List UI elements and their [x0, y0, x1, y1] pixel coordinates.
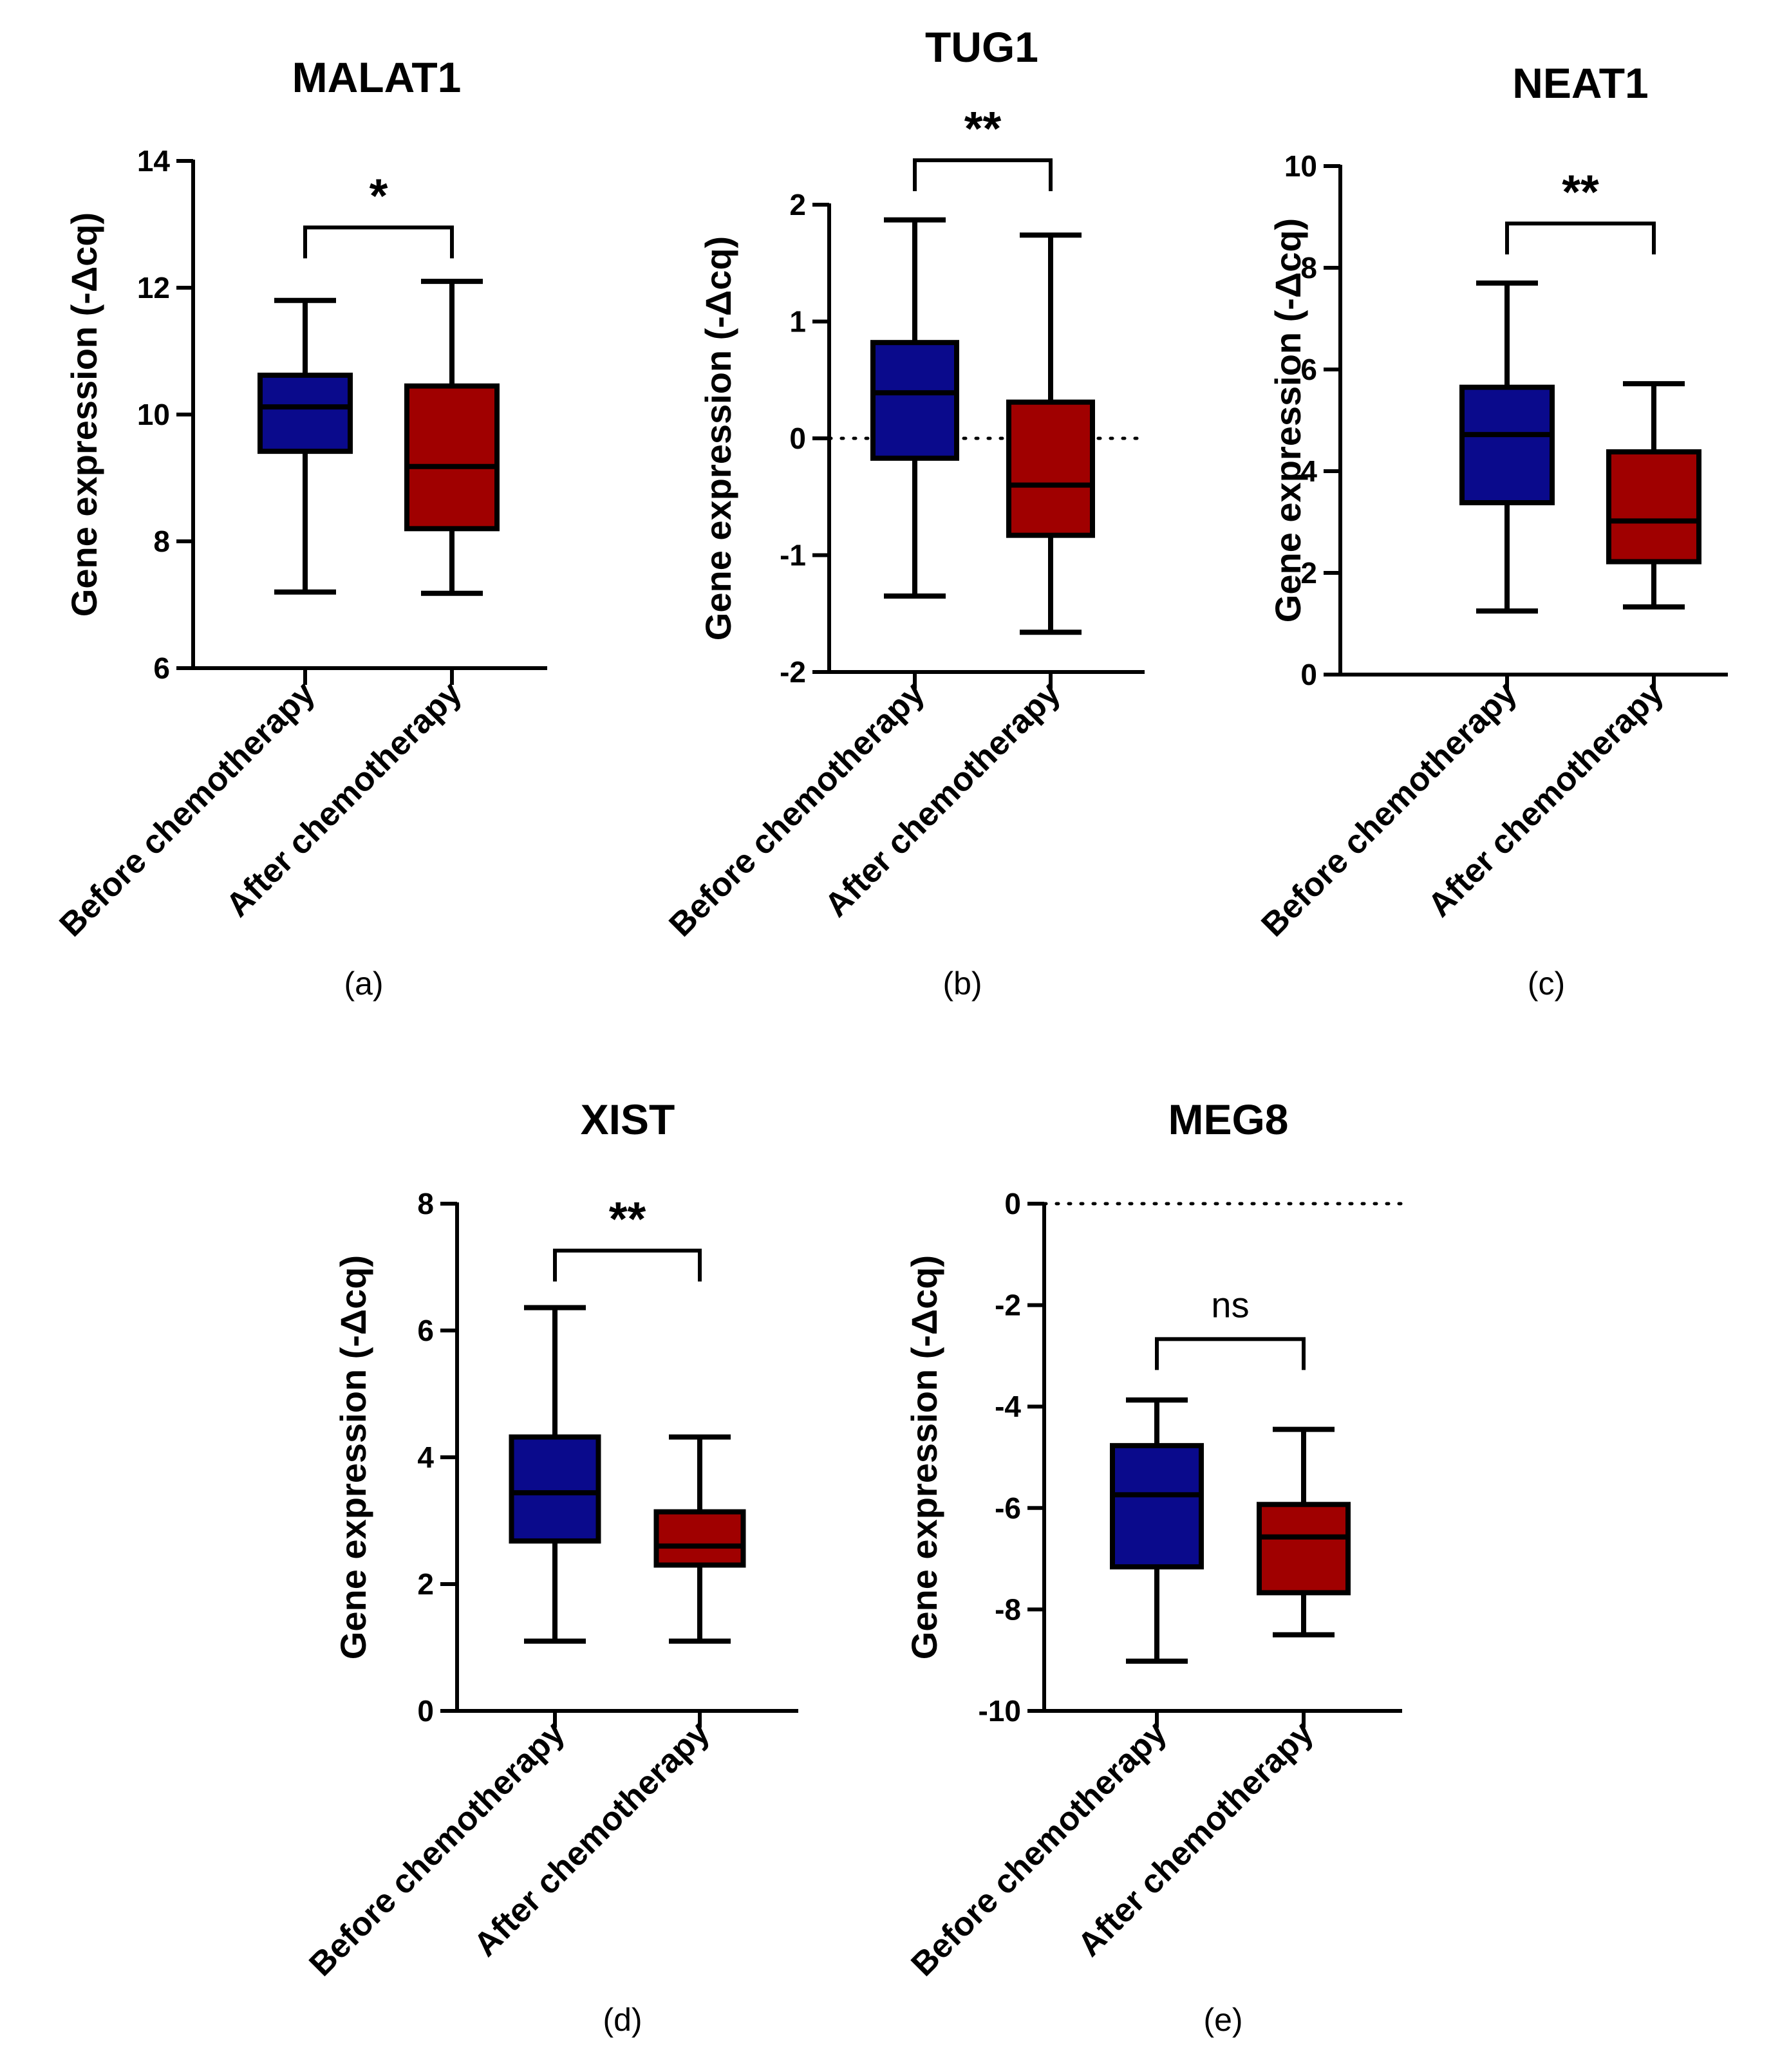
- iqr-box: [1257, 1502, 1351, 1596]
- y-tick-label: -4: [995, 1390, 1021, 1423]
- y-tick-label: 0: [789, 422, 806, 455]
- y-tick-label: 2: [1300, 556, 1317, 590]
- iqr-box: [1459, 384, 1555, 505]
- y-tick-label: 6: [153, 651, 170, 685]
- x-category-label: Before chemotherapy: [1254, 674, 1524, 944]
- y-axis-label: Gene expression (-Δcq): [698, 236, 738, 640]
- chart-panel-3: NEAT1 Gene expression (-Δcq) 0 2 4 6 8 10 Before…: [1254, 59, 1728, 1002]
- significance-bracket: [303, 225, 454, 259]
- iqr-box: [1110, 1442, 1204, 1570]
- y-tick-label: 0: [417, 1694, 434, 1728]
- box-after: [404, 279, 500, 685]
- panel-label: (e): [1203, 2002, 1242, 2038]
- y-tick-label: 2: [417, 1567, 434, 1601]
- y-tick-label: -6: [995, 1491, 1021, 1525]
- y-tick-label: 4: [1300, 454, 1317, 488]
- box-after: [1606, 381, 1701, 691]
- panel-label: (a): [344, 966, 383, 1002]
- chart-panel-1: MALAT1 Gene expression (-Δcq) 6 8 10 12 14 Befo…: [52, 53, 547, 1002]
- significance-label: ns: [1211, 1284, 1249, 1325]
- chart-title: XIST: [581, 1096, 675, 1143]
- x-category-label: Before chemotherapy: [52, 674, 322, 944]
- y-tick-label: 14: [137, 144, 171, 178]
- box-after: [1006, 232, 1095, 689]
- significance-label: **: [964, 102, 1002, 155]
- x-category-label: After chemotherapy: [467, 1713, 717, 1963]
- y-axis-label: Gene expression (-Δcq): [64, 212, 104, 617]
- significance-bracket: [1155, 1337, 1306, 1370]
- panel-label: (c): [1528, 966, 1565, 1002]
- panel-label: (d): [603, 2002, 642, 2038]
- box-before: [258, 297, 353, 685]
- y-tick-label: -8: [995, 1592, 1021, 1626]
- iqr-box: [404, 383, 500, 532]
- y-tick-label: 0: [1300, 658, 1317, 691]
- x-category-label: Before chemotherapy: [662, 674, 932, 944]
- y-axis-label: Gene expression (-Δcq): [333, 1255, 373, 1659]
- chart-title: MALAT1: [292, 53, 462, 101]
- y-tick-label: 10: [1284, 149, 1317, 183]
- y-tick-label: 8: [417, 1187, 434, 1220]
- significance-label: **: [1562, 165, 1599, 218]
- iqr-box: [653, 1509, 746, 1568]
- significance-label: **: [609, 1192, 646, 1246]
- iqr-box: [258, 372, 353, 454]
- y-tick-label: -2: [995, 1289, 1021, 1322]
- iqr-box: [509, 1434, 601, 1544]
- y-tick-label: 8: [153, 525, 170, 558]
- y-tick-label: 1: [789, 305, 806, 339]
- significance-bracket: [553, 1248, 702, 1282]
- chart-panel-4: XIST Gene expression (-Δcq) 0 2 4 6 8 Before ch…: [302, 1096, 798, 2038]
- chart-panel-5: MEG8 Gene expression (-Δcq) -10 -8 -6 -4 -2 0 Be…: [904, 1096, 1404, 2038]
- y-tick-label: 6: [417, 1314, 434, 1347]
- y-tick-label: 4: [417, 1441, 434, 1474]
- chart-title: MEG8: [1168, 1096, 1288, 1143]
- y-axis-label: Gene expression (-Δcq): [904, 1255, 944, 1659]
- panel-label: (b): [942, 966, 982, 1002]
- significance-bracket: [1505, 221, 1656, 255]
- x-category-label: After chemotherapy: [219, 674, 469, 924]
- x-category-label: Before chemotherapy: [302, 1713, 572, 1983]
- y-tick-label: -10: [979, 1694, 1021, 1728]
- y-tick-label: 0: [1004, 1187, 1021, 1220]
- box-before: [870, 217, 959, 689]
- y-tick-label: 8: [1300, 251, 1317, 285]
- x-category-label: After chemotherapy: [1421, 674, 1671, 924]
- box-before: [1459, 280, 1555, 691]
- y-tick-label: 10: [137, 398, 170, 431]
- box-after: [1257, 1426, 1351, 1728]
- significance-bracket: [913, 158, 1053, 192]
- box-before: [1110, 1397, 1204, 1728]
- x-category-label: After chemotherapy: [818, 674, 1067, 924]
- y-tick-label: -1: [780, 539, 806, 572]
- box-after: [653, 1434, 746, 1728]
- x-category-label: After chemotherapy: [1071, 1713, 1320, 1963]
- y-tick-label: 2: [789, 188, 806, 221]
- chart-title: NEAT1: [1512, 59, 1648, 107]
- y-tick-label: -2: [780, 655, 806, 689]
- box-before: [509, 1305, 601, 1728]
- x-category-label: Before chemotherapy: [904, 1713, 1174, 1983]
- iqr-box: [1606, 449, 1701, 565]
- iqr-box: [1006, 399, 1095, 538]
- chart-panel-2: TUG1 Gene expression (-Δcq) -2 -1 0 1 2 Before …: [662, 23, 1147, 1002]
- y-tick-label: 12: [137, 271, 170, 304]
- y-tick-label: 6: [1300, 353, 1317, 386]
- significance-label: *: [370, 169, 388, 222]
- chart-title: TUG1: [925, 23, 1038, 71]
- iqr-box: [870, 340, 959, 461]
- y-axis-label: Gene expression (-Δcq): [1268, 218, 1308, 622]
